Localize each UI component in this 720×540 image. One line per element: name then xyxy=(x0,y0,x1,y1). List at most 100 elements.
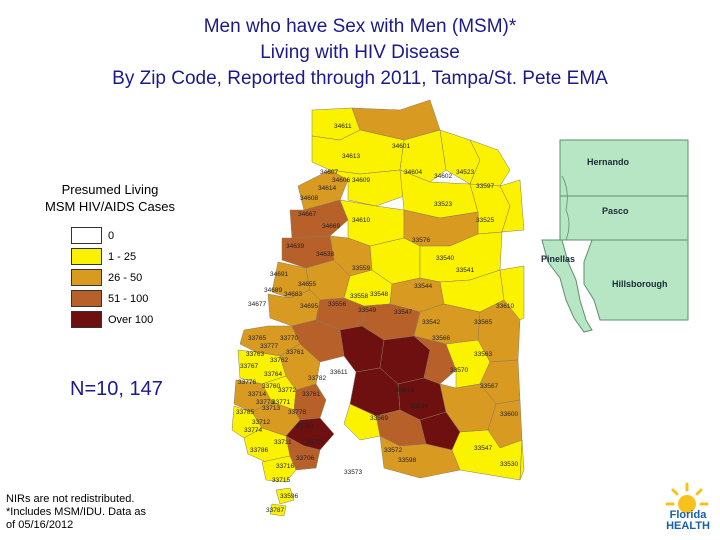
sun-icon xyxy=(665,482,709,513)
zip-area xyxy=(289,199,349,239)
footnote: NIRs are not redistributed. *Includes MS… xyxy=(6,493,146,532)
zip-label: 33764 xyxy=(264,371,282,378)
legend-swatch-26-50 xyxy=(71,269,102,286)
zip-label: 34602 xyxy=(434,173,452,180)
legend: 0 1 - 25 26 - 50 51 - 100 Over 100 xyxy=(71,225,153,330)
zip-label: 33596 xyxy=(280,493,298,500)
legend-label-over-100: Over 100 xyxy=(108,313,154,326)
zip-label: 34613 xyxy=(342,153,360,160)
zip-label: 33523 xyxy=(434,201,452,208)
title-line-1: Men who have Sex with Men (MSM)* xyxy=(203,16,517,37)
coastline xyxy=(561,175,570,241)
zip-label: 34667 xyxy=(298,211,316,218)
zip-label: 33765 xyxy=(248,335,266,342)
zip-area xyxy=(499,179,525,233)
title-line-3: By Zip Code, Reported through 2011, Tamp… xyxy=(112,68,608,89)
zip-label: 34691 xyxy=(270,271,288,278)
legend-title-line-2: MSM HIV/AIDS Cases xyxy=(44,199,176,214)
zip-label: 33770 xyxy=(280,335,298,342)
zip-area xyxy=(275,487,295,505)
zip-label: 34611 xyxy=(334,123,352,130)
zip-label: 33619 xyxy=(396,387,414,394)
county-inset-map: Hernando Pasco Pinellas Hillsborough xyxy=(541,139,689,333)
legend-swatch-0 xyxy=(71,227,102,244)
zip-area xyxy=(519,439,525,481)
zip-label: 33782 xyxy=(308,375,326,382)
zip-label: 33565 xyxy=(474,319,492,326)
county-label-pasco: Pasco xyxy=(602,206,629,216)
zip-label: 33556 xyxy=(328,301,346,308)
legend-swatch-51-100 xyxy=(71,290,102,307)
florida-health-logo xyxy=(665,482,709,513)
zip-label: 33547 xyxy=(474,445,492,452)
logo-line-1: Florida xyxy=(669,509,707,521)
logo-wordmark: Florida HEALTH xyxy=(661,510,715,532)
zip-label: 33573 xyxy=(344,469,362,476)
zip-label: 34608 xyxy=(300,195,318,202)
county-label-hillsborough: Hillsborough xyxy=(612,279,668,289)
county-hillsborough xyxy=(583,239,689,321)
zip-area xyxy=(343,403,381,441)
zip-label: 33763 xyxy=(246,351,264,358)
zip-label: 33549 xyxy=(358,307,376,314)
zip-labels: 34611 34613 34601 34607 34614 34606 3460… xyxy=(236,123,518,514)
county-pasco xyxy=(559,195,689,241)
zip-label: 33525 xyxy=(476,217,494,224)
zip-label: 33786 xyxy=(250,447,268,454)
zip-label: 33572 xyxy=(384,447,402,454)
legend-item-51-100: 51 - 100 xyxy=(71,288,153,309)
zip-label: 33610 xyxy=(496,303,514,310)
zip-area xyxy=(399,129,447,183)
title-line-2: Living with HIV Disease xyxy=(260,42,460,63)
county-label-hernando: Hernando xyxy=(587,157,630,167)
zip-label: 33772 xyxy=(278,387,296,394)
zip-label: 33540 xyxy=(436,255,454,262)
zip-label: 33600 xyxy=(500,411,518,418)
zip-label: 33714 xyxy=(248,391,266,398)
zip-label: 34606 xyxy=(332,177,350,184)
zip-polygons xyxy=(231,99,525,517)
zip-label: 34655 xyxy=(298,281,316,288)
zip-label: 34689 xyxy=(264,287,282,294)
zip-area xyxy=(269,503,287,517)
zip-label: 34614 xyxy=(318,185,336,192)
zip-label: 33787 xyxy=(266,507,284,514)
zip-label: 33534 xyxy=(410,403,428,410)
zip-label: 33570 xyxy=(450,367,468,374)
zip-label: 33762 xyxy=(270,357,288,364)
zip-label: 33547 xyxy=(394,309,412,316)
zip-label: 33567 xyxy=(480,383,498,390)
zip-label: 34601 xyxy=(392,143,410,150)
legend-swatch-over-100 xyxy=(71,311,102,328)
zip-label: 33773 xyxy=(256,399,274,406)
zip-label: 33774 xyxy=(244,427,262,434)
zip-label: 33541 xyxy=(456,267,474,274)
legend-item-over-100: Over 100 xyxy=(71,309,153,330)
zip-label: 33778 xyxy=(288,409,306,416)
map-title: Men who have Sex with Men (MSM)* Living … xyxy=(0,14,720,92)
county-label-pinellas: Pinellas xyxy=(541,254,575,264)
zip-label: 33576 xyxy=(412,237,430,244)
footnote-line-2: *Includes MSM/IDU. Data as xyxy=(6,506,146,518)
zip-label: 34639 xyxy=(286,243,304,250)
zip-label: 34604 xyxy=(404,169,422,176)
footnote-line-3: of 05/16/2012 xyxy=(6,519,74,531)
footnote-line-1: NIRs are not redistributed. xyxy=(6,493,135,505)
zip-label: 33712 xyxy=(252,419,270,426)
zip-label: 33713 xyxy=(262,405,280,412)
zip-area xyxy=(297,169,349,211)
zip-label: 33777 xyxy=(260,343,278,350)
zip-label: 33548 xyxy=(370,291,388,298)
zip-label: 34638 xyxy=(316,251,334,258)
county-hernando xyxy=(559,139,689,197)
zip-label: 33563 xyxy=(474,351,492,358)
zip-label: 33569 xyxy=(370,415,388,422)
zip-area xyxy=(499,265,525,321)
zip-label: 34610 xyxy=(352,217,370,224)
zip-label: 33761 xyxy=(286,349,304,356)
county-pinellas xyxy=(541,239,593,333)
zip-label: 33760 xyxy=(262,383,280,390)
zip-label: 33781 xyxy=(302,391,320,398)
logo-line-2: HEALTH xyxy=(666,520,710,532)
